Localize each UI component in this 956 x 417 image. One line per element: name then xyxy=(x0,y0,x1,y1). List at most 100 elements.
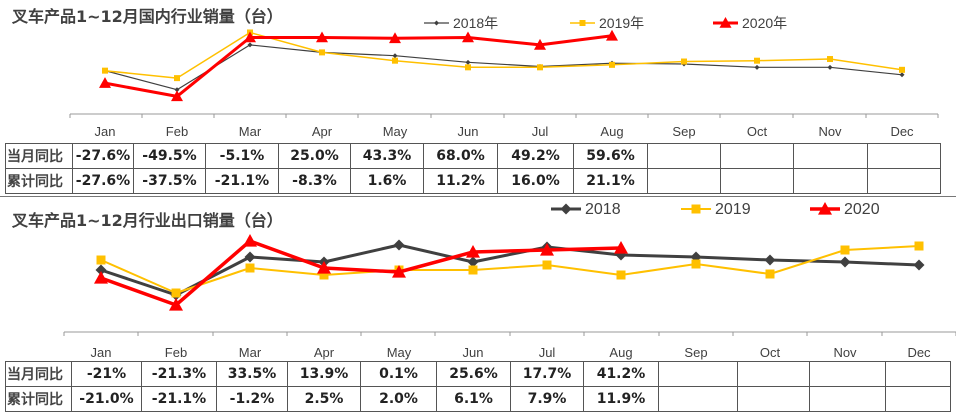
chart-divider xyxy=(0,196,956,197)
table-cell: -5.1% xyxy=(205,143,279,169)
chart-1-series-2019年-point xyxy=(899,66,905,73)
table-cell: -21.1% xyxy=(141,386,217,412)
chart-1-series-2020年-point xyxy=(606,29,618,41)
domestic-yoy-table: 当月同比 -27.6% -49.5% -5.1% 25.0% 43.3% 68.0% 49.2… xyxy=(5,143,941,194)
cumulative-yoy-row: 累计同比 -21.0% -21.1% -1.2% 2.5% 2.0% 6.1% 7.9% 11.… xyxy=(5,386,951,412)
row-label: 累计同比 xyxy=(5,386,72,412)
chart-1-series-2019年-point xyxy=(392,57,398,64)
chart-2-series-2019-point xyxy=(765,269,775,279)
chart-1-legend-marker xyxy=(719,17,732,28)
chart-1-legend-label: 2018年 xyxy=(453,15,498,31)
chart-2-series-2019-point xyxy=(542,260,552,270)
table-cell xyxy=(885,361,951,387)
chart-1-series-2019年-point xyxy=(827,56,833,63)
chart-1-legend-marker xyxy=(434,20,439,26)
chart-2-series-2018-line xyxy=(100,243,920,297)
chart-2-series-2020-line xyxy=(100,239,622,307)
chart-1-series-2018年-point xyxy=(247,42,253,48)
chart-1-month-label: Aug xyxy=(600,124,623,139)
chart-2-series-2020-point xyxy=(317,261,331,274)
table-cell xyxy=(793,143,868,169)
row-label: 当月同比 xyxy=(5,143,73,169)
table-cell xyxy=(658,361,738,387)
table-cell xyxy=(867,143,941,169)
chart-2-series-2019-point xyxy=(96,255,106,265)
table-cell: -27.6% xyxy=(72,143,134,169)
chart-2-series-2019-line xyxy=(100,245,920,294)
chart-2-month-label: Jan xyxy=(91,345,112,360)
chart-2-month-label: Jul xyxy=(539,345,556,360)
chart-2-month-label: May xyxy=(387,345,412,360)
chart-2-series-2020-point xyxy=(540,243,554,256)
chart-2-series-2018-point xyxy=(95,264,107,276)
chart-1-series-2020年-point xyxy=(244,31,256,43)
chart-1-series-2018年-point xyxy=(465,59,471,65)
chart-1-month-label: Dec xyxy=(890,124,914,139)
table-cell: 6.1% xyxy=(436,386,511,412)
table-cell xyxy=(647,143,721,169)
table-cell: -21.3% xyxy=(141,361,217,387)
chart-2-legend-label: 2019 xyxy=(715,201,751,218)
chart-1-series-2019年-point xyxy=(754,57,760,64)
chart-1-legend-label: 2020年 xyxy=(742,15,787,31)
chart-1-legend-marker xyxy=(579,20,586,26)
chart-1-series-2020年-point xyxy=(316,31,328,43)
chart-1-month-label: Oct xyxy=(747,124,768,139)
table-cell: -8.3% xyxy=(278,168,351,194)
table-cell: 41.2% xyxy=(583,361,659,387)
chart-2-series-2018-point xyxy=(393,239,405,251)
table-cell: 11.9% xyxy=(583,386,659,412)
chart-2-legend-marker xyxy=(818,202,832,215)
chart-2-series-2020-point xyxy=(392,265,406,278)
chart-2-month-label: Nov xyxy=(833,345,857,360)
table-cell: 59.6% xyxy=(573,143,648,169)
chart-2-series-2020-point xyxy=(243,234,257,247)
chart-1-legend-label: 2019年 xyxy=(599,15,644,31)
chart-2-series-2020-point xyxy=(169,298,183,311)
chart-2-month-label: Dec xyxy=(907,345,931,360)
cumulative-yoy-row: 累计同比 -27.6% -37.5% -21.1% -8.3% 1.6% 11.2% 16.0… xyxy=(5,168,941,194)
chart-1-series-2018年-line xyxy=(104,44,903,91)
chart-1-series-2020年-point xyxy=(534,38,546,50)
chart-2-month-label: Oct xyxy=(760,345,781,360)
chart-2-series-2018-point xyxy=(244,251,256,263)
chart-2-series-2019-point xyxy=(171,288,181,298)
chart-2-series-2018-point xyxy=(764,254,776,266)
chart-1-series-2019年-point xyxy=(174,75,180,82)
table-cell: 43.3% xyxy=(350,143,424,169)
table-cell xyxy=(809,386,886,412)
table-cell xyxy=(720,143,794,169)
table-cell xyxy=(737,386,810,412)
table-cell: -37.5% xyxy=(133,168,206,194)
table-cell: 25.6% xyxy=(436,361,511,387)
chart-2-series-2019-point xyxy=(691,259,701,269)
table-cell: -21.0% xyxy=(71,386,142,412)
table-cell: 33.5% xyxy=(216,361,288,387)
chart-1-series-2020年-point xyxy=(171,90,183,102)
chart-2-series-2020-point xyxy=(94,271,108,284)
chart-1-series-2019年-point xyxy=(609,61,615,68)
table-cell xyxy=(647,168,721,194)
monthly-yoy-row: 当月同比 -21% -21.3% 33.5% 13.9% 0.1% 25.6% 17.7% 41… xyxy=(5,361,951,387)
chart-1-month-label: May xyxy=(383,124,408,139)
chart-2-series-2019-point xyxy=(616,270,626,280)
chart-1-series-2020年-point xyxy=(99,77,111,88)
chart-1-month-label: Jun xyxy=(458,124,479,139)
chart-2-series-2019-point xyxy=(245,263,255,273)
chart-2-month-label: Sep xyxy=(684,345,707,360)
table-cell: 2.0% xyxy=(360,386,437,412)
chart-1-series-2019年-point xyxy=(102,67,108,74)
row-label: 累计同比 xyxy=(5,168,73,194)
chart-1-series-2019年-point xyxy=(319,49,325,56)
table-cell xyxy=(885,386,951,412)
table-cell: 68.0% xyxy=(423,143,498,169)
chart-1-title: 叉车产品1~12月国内行业销量（台） xyxy=(12,7,283,26)
table-cell xyxy=(720,168,794,194)
chart-2-title: 叉车产品1~12月行业出口销量（台） xyxy=(12,211,283,230)
table-cell: -21.1% xyxy=(205,168,279,194)
table-cell: -21% xyxy=(71,361,142,387)
table-cell xyxy=(658,386,738,412)
chart-1-series-2018年-point xyxy=(392,53,398,59)
chart-1-series-2019年-point xyxy=(537,64,543,71)
chart-1-month-label: Jan xyxy=(95,124,116,139)
